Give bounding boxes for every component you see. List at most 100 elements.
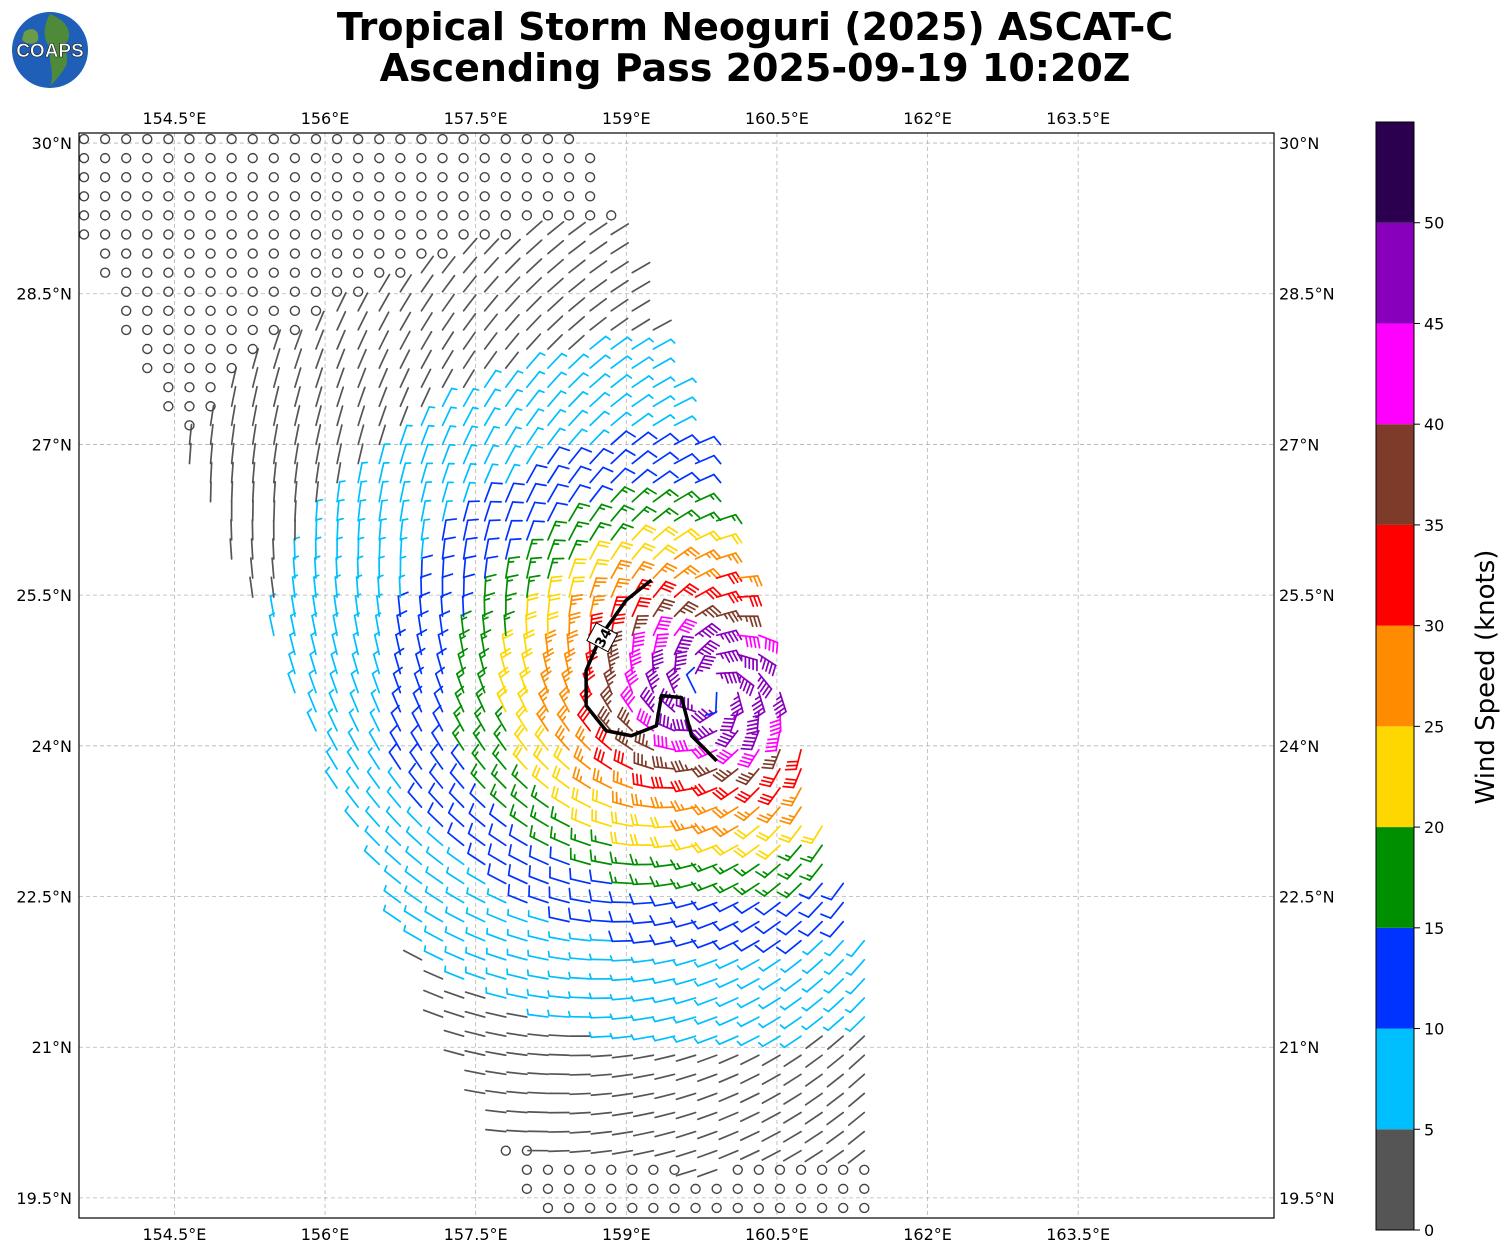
wind-barb-staff	[631, 505, 648, 522]
calm-circle	[205, 248, 216, 259]
calm-circle	[816, 1183, 828, 1195]
calm-circle	[289, 152, 301, 164]
wind-barb-staff	[315, 443, 321, 465]
wind-barb-staff	[346, 751, 360, 770]
wind-barb-half-flag	[693, 980, 699, 987]
wind-barb-half-flag	[486, 888, 490, 895]
calm-circle	[184, 420, 195, 431]
wind-barb-staff	[673, 528, 693, 541]
wind-barb-half-flag	[758, 1023, 764, 1029]
wind-barb-staff	[527, 1072, 549, 1076]
wind-barb-staff	[447, 811, 465, 828]
wind-barb-staff	[336, 348, 346, 369]
calm-circle	[310, 267, 322, 278]
wind-barb-staff	[718, 978, 739, 989]
wind-barb-staff	[420, 500, 427, 522]
wind-barb-staff	[548, 1149, 570, 1153]
wind-barb-flag	[628, 677, 639, 686]
wind-barb-flag	[769, 730, 782, 736]
calm-circle	[437, 210, 448, 221]
wind-barb-staff	[378, 311, 390, 331]
wind-barb-half-flag	[547, 990, 550, 997]
wind-barb-half-flag	[479, 654, 486, 659]
wind-barb-half-flag	[371, 669, 378, 675]
wind-barb-flag	[392, 666, 403, 675]
wind-barb-flag	[557, 464, 570, 470]
wind-barb-flag	[664, 547, 675, 555]
calm-circle	[205, 229, 216, 240]
calm-circle	[205, 362, 216, 374]
wind-barb-half-flag	[306, 708, 313, 714]
wind-barb-staff	[697, 1054, 718, 1063]
wind-barb-half-flag	[604, 354, 611, 359]
wind-barb-half-flag	[327, 708, 334, 714]
wind-barb-staff	[487, 853, 507, 866]
wind-barb-staff	[548, 916, 570, 923]
calm-circle	[289, 229, 301, 240]
wind-barb-staff	[475, 692, 486, 713]
wind-barb-half-flag	[506, 579, 514, 583]
wind-barb-staff	[792, 768, 802, 789]
wind-barb-staff	[674, 729, 697, 732]
wind-barb-staff	[336, 443, 343, 465]
calm-circle	[416, 133, 427, 145]
wind-barb-staff	[718, 1016, 739, 1027]
wind-barb-flag	[715, 789, 726, 798]
wind-barb-staff	[365, 810, 381, 828]
wind-barb-half-flag	[738, 675, 742, 682]
wind-barb-staff	[436, 653, 444, 675]
wind-barb-flag	[698, 665, 711, 670]
lon-tick-label-bottom: 163.5°E	[1046, 1225, 1110, 1244]
wind-barb-flag	[694, 822, 703, 833]
wind-barb-flag	[448, 782, 456, 794]
wind-barb-staff	[526, 258, 543, 274]
wind-barb-staff	[826, 1130, 845, 1145]
wind-barb-staff	[483, 500, 492, 522]
wind-barb-flag	[624, 692, 634, 703]
wind-barb-staff	[740, 978, 760, 990]
wind-barb-flag	[690, 919, 699, 930]
wind-barb-staff	[329, 672, 338, 694]
calm-circle	[184, 324, 195, 336]
wind-barb-staff	[849, 997, 866, 1014]
wind-barb-flag	[694, 785, 703, 795]
calm-circle	[142, 229, 153, 240]
wind-barb-half-flag	[526, 969, 530, 977]
wind-barb-staff	[376, 595, 381, 618]
wind-barb-half-flag	[744, 615, 749, 623]
wind-barb-half-flag	[348, 708, 355, 714]
wind-barb-staff	[740, 1035, 760, 1047]
wind-barb-staff	[639, 695, 655, 713]
wind-barb-flag	[769, 722, 782, 728]
wind-barb-half-flag	[445, 886, 449, 894]
wind-barb-half-flag	[460, 616, 468, 621]
wind-barb-staff	[654, 1035, 676, 1042]
wind-barb-staff	[390, 712, 402, 732]
wind-barb-half-flag	[648, 375, 654, 381]
calm-circle	[859, 1183, 870, 1195]
wind-barb-half-flag	[624, 739, 629, 747]
wind-barb-staff	[528, 895, 549, 904]
wind-barb-staff	[828, 939, 845, 957]
wind-barb-flag	[708, 569, 718, 580]
calm-circle	[163, 401, 174, 412]
wind-barb-staff	[611, 939, 634, 943]
calm-circle	[120, 133, 132, 145]
wind-barb-half-flag	[824, 952, 831, 957]
wind-barb-staff	[718, 1073, 739, 1084]
wind-barb-staff	[547, 557, 555, 579]
wind-barb-staff	[506, 993, 528, 999]
wind-barb-staff	[589, 522, 602, 541]
wind-barb-staff	[383, 889, 402, 904]
wind-barb-flag	[646, 468, 658, 477]
wind-barb-staff	[611, 861, 634, 866]
wind-barb-staff	[378, 349, 389, 369]
wind-barb-staff	[632, 783, 655, 789]
wind-barb-half-flag	[651, 958, 656, 965]
wind-barb-flag	[691, 434, 701, 444]
wind-barb-half-flag	[338, 480, 346, 483]
wind-barb-flag	[607, 648, 619, 655]
wind-barb-staff	[718, 1035, 739, 1046]
wind-barb-staff	[404, 890, 423, 904]
wind-barb-flag	[709, 551, 718, 561]
